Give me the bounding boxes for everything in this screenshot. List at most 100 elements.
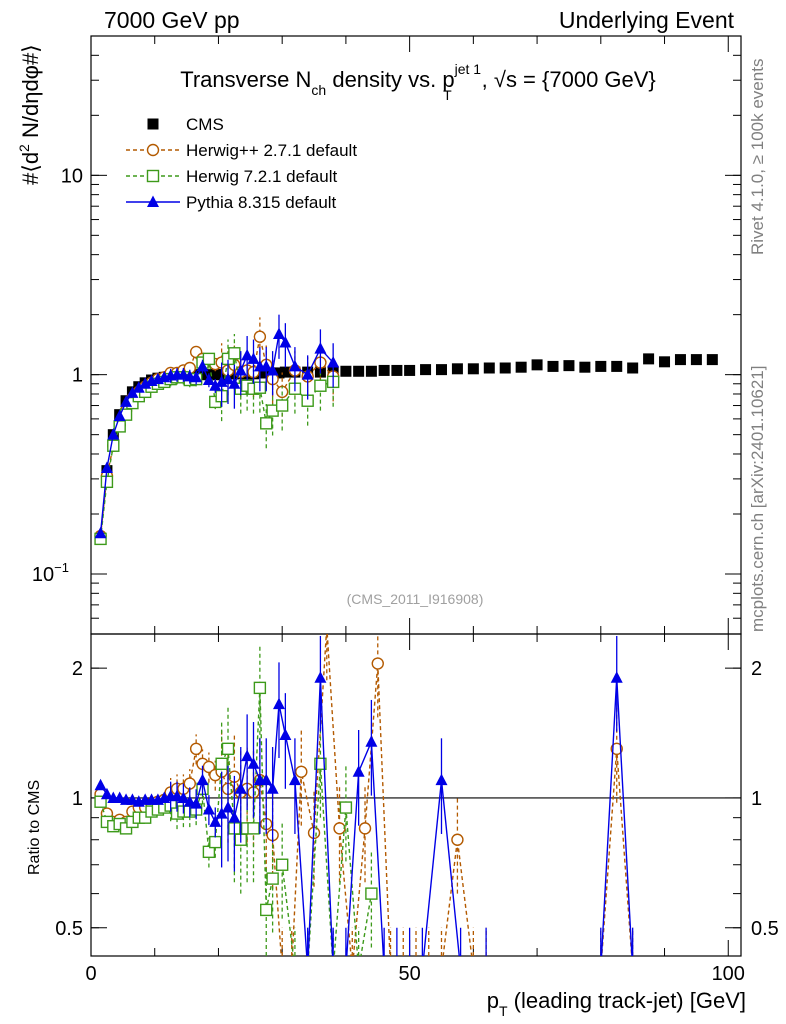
ratio-point-pythia — [365, 735, 378, 747]
ratio-point-herwig — [302, 964, 313, 975]
legend-label: Pythia 8.315 default — [186, 193, 337, 212]
title-part-a: Transverse N — [180, 67, 311, 92]
main-point-pythia — [202, 373, 215, 386]
ratio-frame — [90, 633, 742, 957]
ratio-point-herwig++ — [286, 964, 297, 975]
xlabel: pT (leading track-jet) [GeV] — [487, 988, 746, 1019]
main-point-pythia — [222, 372, 235, 385]
main-point-pythia — [209, 379, 222, 391]
ratio-point-herwig++ — [385, 964, 396, 975]
main-point-cms — [279, 366, 291, 378]
main-point-cms — [690, 354, 702, 366]
main-point-pythia — [260, 359, 273, 372]
main-point-herwig++ — [253, 330, 267, 343]
main-point-pythia — [279, 335, 292, 348]
main-ylabel: #⟨d2 N/dηdφ#⟩ — [16, 44, 43, 185]
main-point-cms — [515, 361, 527, 373]
legend-marker — [147, 118, 159, 130]
ratio-point-pythia — [314, 671, 327, 683]
ratio-point-herwig — [328, 964, 339, 975]
ratio-point-herwig — [353, 964, 364, 975]
ratio-ytick-label: 0.5 — [55, 918, 83, 940]
main-point-pythia — [314, 342, 327, 354]
main-point-pythia — [247, 352, 260, 364]
xlabel-part-a: p — [487, 988, 499, 1013]
ratio-point-herwig — [260, 903, 273, 917]
main-point-cms — [378, 364, 390, 376]
header-left: 7000 GeV pp — [104, 7, 240, 33]
main-point-herwig — [260, 417, 273, 430]
ratio-point-herwig — [365, 887, 378, 900]
main-point-pythia — [196, 359, 209, 372]
ratio-point-herwig — [289, 964, 300, 975]
main-point-pythia — [241, 348, 254, 361]
ratio-point-herwig — [202, 845, 216, 859]
ratio-point-herwig++ — [358, 822, 372, 835]
mcplots-label: mcplots.cern.ch [arXiv:2401.10621] — [748, 366, 767, 632]
title-part-b: density vs. p — [326, 67, 454, 92]
legend-label: Herwig 7.2.1 default — [186, 167, 337, 186]
ratio-point-herwig++ — [436, 964, 447, 975]
main-point-pythia — [190, 370, 203, 383]
main-point-pythia — [113, 409, 126, 422]
ratio-point-pythia — [100, 787, 113, 800]
ratio-point-pythia — [222, 801, 235, 813]
ratio-point-herwig++ — [468, 964, 479, 975]
ratio-point-pythia — [266, 782, 279, 794]
ratio-point-herwig++ — [295, 765, 308, 778]
rivet-label: Rivet 4.1.0, ≥ 100k events — [748, 59, 767, 255]
analysis-watermark: (CMS_2011_I916908) — [347, 591, 484, 607]
main-point-cms — [273, 367, 285, 379]
ratio-point-pythia — [340, 963, 352, 975]
main-point-pythia — [266, 363, 279, 376]
main-point-pythia — [126, 386, 139, 398]
ylabel-part-a: #⟨d — [18, 152, 43, 185]
main-point-cms — [340, 365, 352, 377]
legend-marker — [146, 143, 160, 157]
ylabel-part-b: N/dηdφ#⟩ — [18, 44, 43, 144]
main-point-cms — [391, 364, 403, 376]
main-point-cms — [627, 362, 639, 374]
legend-label: Herwig++ 2.7.1 default — [186, 141, 357, 160]
ratio-point-pythia — [352, 765, 365, 777]
ratio-point-pythia — [190, 797, 203, 809]
ratio-point-herwig — [253, 681, 267, 695]
ratio-ylabel: Ratio to CMS — [26, 780, 43, 875]
main-point-herwig — [100, 475, 114, 489]
ratio-point-herwig — [119, 822, 133, 835]
title-part-c: , √s = {7000 GeV} — [482, 67, 656, 92]
ratio-point-herwig++ — [451, 833, 464, 846]
main-ytick-label: 10−1 — [32, 560, 69, 586]
main-point-cms — [611, 360, 623, 372]
ratio-marks — [94, 634, 638, 975]
ratio-point-herwig — [339, 801, 353, 814]
ratio-point-pythia — [177, 791, 190, 803]
ratio-point-herwig — [314, 757, 327, 771]
ratio-point-herwig++ — [423, 964, 434, 975]
main-point-cms — [353, 365, 365, 377]
main-point-cms — [209, 369, 221, 381]
ratio-ytick-label-right: 1 — [751, 788, 762, 810]
main-axes: 10−1 1 10 — [32, 35, 741, 635]
main-ytick-label: 10 — [61, 165, 83, 187]
main-point-pythia — [234, 363, 247, 376]
main-point-herwig — [202, 352, 216, 366]
ratio-point-pythia — [595, 963, 607, 975]
ratio-point-pythia — [209, 815, 222, 827]
main-point-pythia — [301, 368, 314, 380]
ratio-point-pythia — [260, 773, 273, 786]
ratio-point-herwig++ — [189, 742, 203, 756]
main-point-pythia — [132, 381, 145, 393]
ratio-point-herwig++ — [333, 822, 346, 835]
xlabel-sub: T — [499, 1003, 508, 1019]
main-ytick-label: 1 — [72, 365, 83, 387]
ratio-point-herwig — [266, 872, 279, 885]
ratio-point-pythia — [94, 778, 107, 791]
ylabel-sup: 2 — [16, 144, 32, 152]
main-point-cms — [579, 361, 591, 373]
ratio-point-herwig++ — [627, 964, 638, 975]
main-point-cms — [435, 364, 447, 376]
ratio-point-herwig++ — [595, 964, 606, 975]
main-point-pythia — [94, 526, 107, 539]
main-point-cms — [595, 360, 607, 372]
